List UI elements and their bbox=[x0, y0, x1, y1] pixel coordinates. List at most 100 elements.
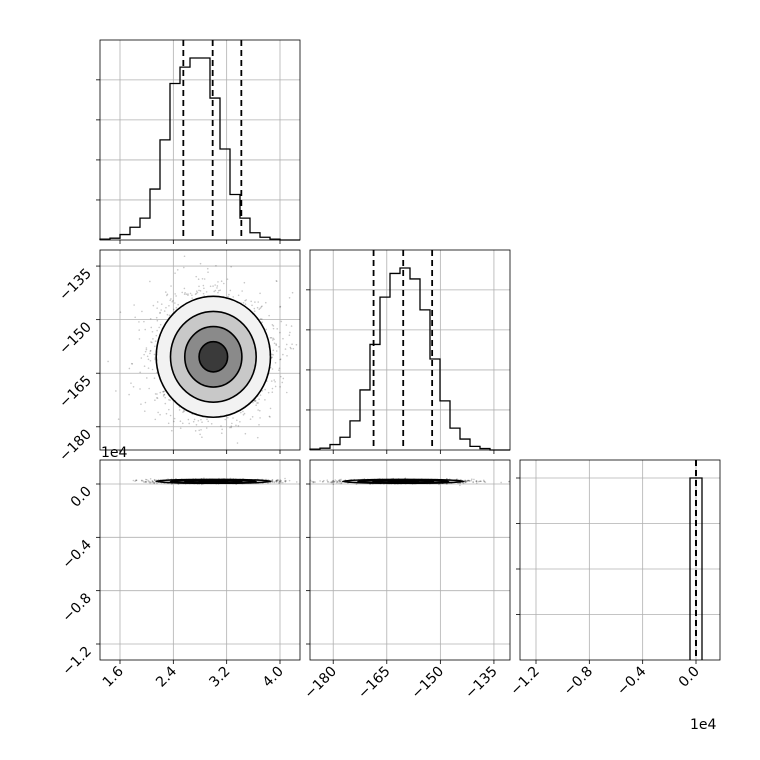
sample-point bbox=[252, 401, 254, 404]
histogram-step-line bbox=[309, 267, 510, 451]
sample-point bbox=[149, 349, 152, 352]
sample-point bbox=[149, 480, 151, 483]
scatter-panel-0-1: −180−165−150−135 bbox=[56, 249, 303, 465]
sample-point bbox=[165, 294, 168, 297]
scatter-content bbox=[132, 477, 304, 486]
sample-point bbox=[153, 478, 156, 481]
sample-point bbox=[508, 480, 510, 483]
sample-point bbox=[195, 290, 198, 293]
sample-point bbox=[173, 417, 176, 420]
sample-point bbox=[173, 420, 175, 423]
sample-point bbox=[276, 480, 278, 483]
sample-point bbox=[265, 478, 267, 481]
sample-point bbox=[150, 341, 152, 343]
sample-point bbox=[313, 481, 315, 483]
sample-point bbox=[282, 353, 284, 356]
y-tick-label: −150 bbox=[56, 319, 95, 358]
sample-point bbox=[226, 278, 229, 280]
contour-line bbox=[155, 478, 272, 485]
sample-point bbox=[272, 325, 275, 327]
sample-point bbox=[272, 353, 274, 356]
sample-point bbox=[195, 423, 198, 426]
sample-point bbox=[280, 320, 283, 323]
sample-point bbox=[257, 409, 259, 411]
sample-point bbox=[331, 480, 334, 483]
x-tick-label: 0.0 bbox=[676, 664, 703, 691]
sample-point bbox=[153, 353, 156, 356]
sample-point bbox=[203, 477, 205, 480]
sample-point bbox=[301, 380, 303, 382]
sample-point bbox=[302, 479, 304, 481]
sample-point bbox=[231, 422, 233, 425]
sample-point bbox=[203, 287, 205, 290]
sample-point bbox=[404, 477, 407, 479]
sample-point bbox=[261, 321, 263, 323]
sample-point bbox=[271, 480, 274, 483]
sample-point bbox=[241, 290, 243, 292]
sample-point bbox=[143, 353, 145, 356]
sample-point bbox=[289, 346, 292, 349]
sample-point bbox=[175, 295, 177, 297]
sample-point bbox=[236, 442, 239, 444]
sample-point bbox=[276, 479, 279, 481]
sample-point bbox=[269, 416, 271, 418]
sample-point bbox=[271, 479, 274, 481]
sample-point bbox=[135, 479, 137, 482]
sample-point bbox=[275, 479, 278, 482]
sample-point bbox=[206, 418, 208, 421]
sample-point bbox=[199, 290, 202, 292]
sample-point bbox=[159, 391, 162, 394]
sample-point bbox=[133, 304, 135, 306]
sample-point bbox=[143, 410, 146, 412]
sample-point bbox=[275, 343, 277, 345]
sample-point bbox=[142, 480, 144, 482]
sample-point bbox=[212, 285, 214, 287]
sample-point bbox=[288, 334, 291, 337]
sample-point bbox=[169, 399, 171, 401]
sample-point bbox=[164, 291, 167, 293]
sample-point bbox=[183, 409, 185, 412]
sample-point bbox=[175, 306, 178, 309]
sample-point bbox=[144, 480, 147, 483]
sample-point bbox=[278, 480, 281, 483]
sample-point bbox=[145, 478, 148, 481]
sample-point bbox=[151, 330, 154, 333]
sample-point bbox=[279, 480, 281, 483]
sample-point bbox=[223, 462, 225, 464]
sample-point bbox=[236, 419, 238, 422]
sample-point bbox=[214, 289, 217, 292]
sample-point bbox=[191, 297, 193, 300]
sample-point bbox=[138, 338, 141, 340]
sample-point bbox=[143, 481, 145, 483]
sample-point bbox=[284, 477, 286, 480]
sample-point bbox=[164, 402, 167, 405]
sample-point bbox=[290, 347, 292, 350]
sample-point bbox=[278, 482, 281, 485]
sample-point bbox=[284, 479, 287, 482]
sample-point bbox=[154, 479, 156, 482]
sample-point bbox=[338, 479, 341, 482]
sample-point bbox=[242, 414, 245, 416]
sample-point bbox=[199, 433, 201, 436]
sample-point bbox=[271, 481, 274, 483]
sample-point bbox=[219, 289, 221, 292]
sample-point bbox=[259, 307, 262, 309]
sample-point bbox=[192, 420, 195, 423]
sample-point bbox=[483, 480, 485, 483]
scatter-content bbox=[310, 477, 510, 487]
sample-point bbox=[205, 427, 208, 429]
sample-point bbox=[285, 480, 287, 482]
sample-point bbox=[134, 316, 136, 319]
sample-point bbox=[279, 305, 282, 308]
sample-point bbox=[202, 284, 205, 287]
sample-point bbox=[147, 358, 150, 361]
sample-point bbox=[163, 394, 165, 396]
sample-point bbox=[187, 293, 189, 295]
sample-point bbox=[284, 480, 287, 483]
sample-point bbox=[155, 334, 158, 337]
sample-point bbox=[278, 367, 281, 370]
sample-point bbox=[230, 266, 232, 268]
density-level bbox=[199, 341, 228, 372]
sample-point bbox=[269, 407, 272, 410]
sample-point bbox=[200, 483, 203, 486]
